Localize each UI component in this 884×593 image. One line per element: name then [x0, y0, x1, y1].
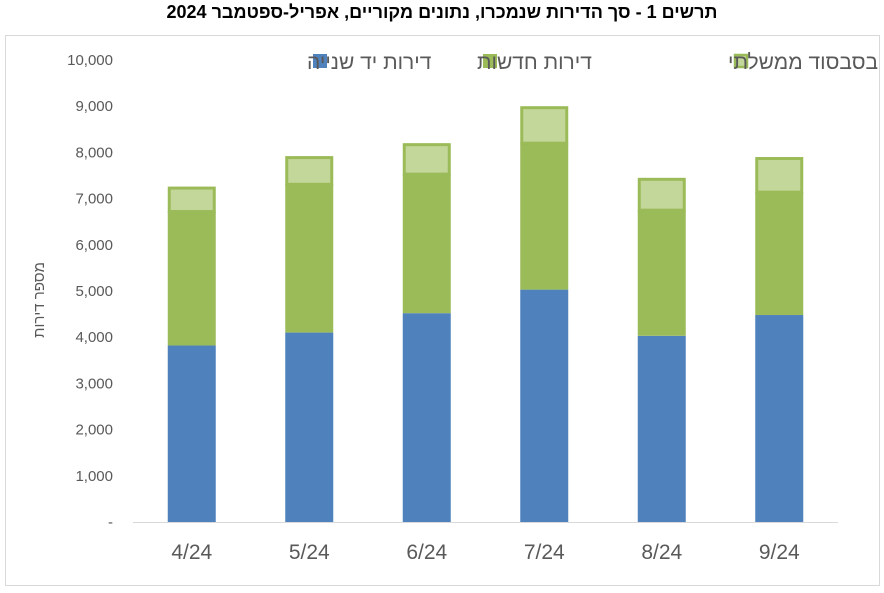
legend-label: דירות יד שנייה — [307, 51, 432, 74]
x-axis: 4/24 5/24 6/24 7/24 8/24 9/24 — [133, 522, 838, 564]
bar-segment — [520, 289, 569, 522]
x-tick-label: 8/24 — [641, 541, 682, 564]
y-axis: - 1,000 2,000 3,000 4,000 5,000 6,000 7,000 8,00… — [67, 52, 113, 531]
y-tick-label: 3,000 — [75, 375, 113, 392]
bar-segment — [637, 177, 686, 212]
bar-segment — [755, 157, 804, 194]
legend-swatch — [313, 54, 327, 68]
bar-segment — [285, 184, 334, 333]
y-tick-label: 4,000 — [75, 329, 113, 346]
y-axis-label: מספר דירות — [31, 262, 48, 338]
y-tick-label: - — [108, 514, 113, 531]
x-tick-label: 5/24 — [289, 541, 330, 564]
x-tick-label: 7/24 — [524, 541, 565, 564]
legend-swatch — [483, 54, 497, 68]
bar-segment — [637, 335, 686, 522]
bar-segment — [167, 186, 216, 214]
bar-segment — [755, 192, 804, 316]
x-tick-label: 6/24 — [406, 541, 447, 564]
y-tick-label: 2,000 — [75, 422, 113, 439]
legend-swatch — [733, 53, 749, 69]
chart-frame — [5, 35, 880, 586]
bars — [167, 106, 804, 522]
bar-segment — [285, 156, 334, 186]
y-tick-label: 6,000 — [75, 237, 113, 254]
legend-label: דירות בסבסוד ממשלתי — [728, 51, 884, 74]
legend-label: דירות חדשות — [477, 51, 592, 74]
chart-title: תרשים 1 - סך הדירות שנמכרו, נתונים מקורי… — [166, 2, 718, 22]
y-tick-label: 5,000 — [75, 283, 113, 300]
bar-segment — [637, 210, 686, 336]
y-tick-label: 8,000 — [75, 144, 113, 161]
bar-segment — [520, 143, 569, 290]
bar-segment — [285, 332, 334, 522]
bar-segment — [167, 345, 216, 522]
bar-segment — [402, 174, 451, 314]
bar-segment — [402, 143, 451, 176]
y-tick-label: 10,000 — [67, 52, 113, 69]
y-tick-label: 1,000 — [75, 468, 113, 485]
bar-segment — [402, 313, 451, 522]
bar-segment — [520, 106, 569, 145]
y-tick-label: 9,000 — [75, 98, 113, 115]
bar-segment — [755, 315, 804, 522]
x-tick-label: 4/24 — [171, 541, 212, 564]
bar-segment — [167, 211, 216, 346]
y-tick-label: 7,000 — [75, 191, 113, 208]
legend: דירות בסבסוד ממשלתי דירות חדשות דירות יד ש… — [307, 51, 884, 74]
x-tick-label: 9/24 — [759, 541, 800, 564]
